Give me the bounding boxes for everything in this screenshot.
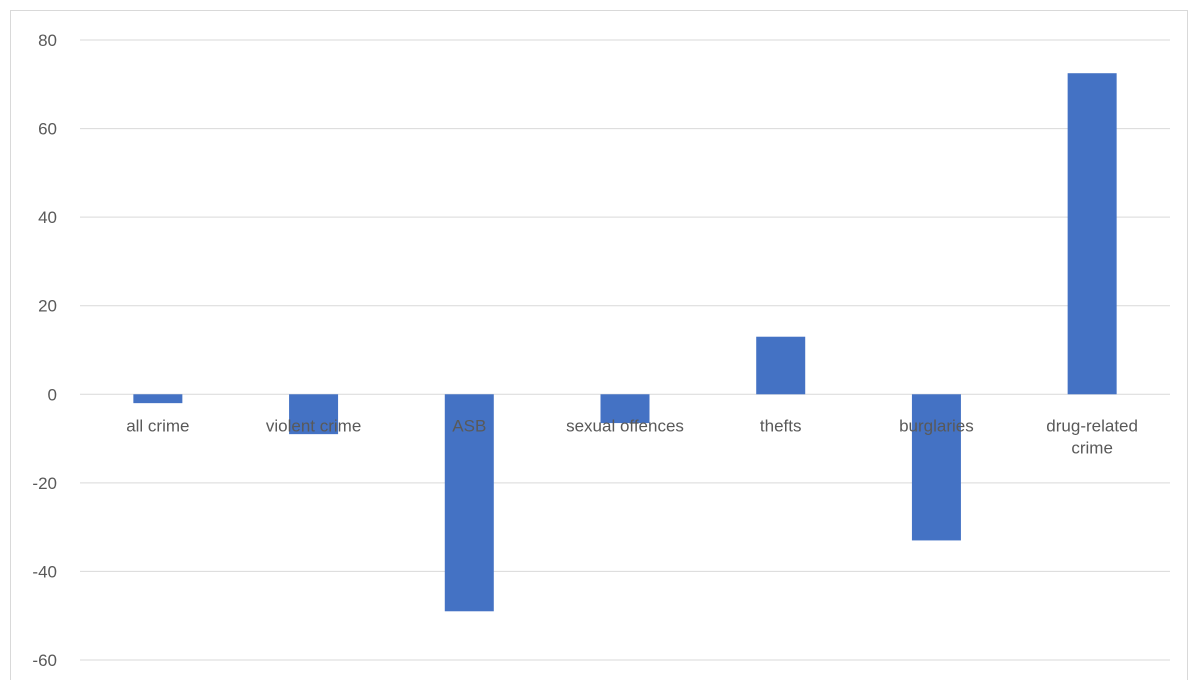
y-tick-label-6: -40: [32, 562, 57, 581]
category-label-5: burglaries: [899, 416, 974, 435]
y-tick-label-1: 60: [38, 120, 57, 139]
category-label-1: violent crime: [266, 416, 361, 435]
y-tick-label-4: 0: [48, 385, 57, 404]
bar-3: [600, 394, 650, 424]
category-label-4: thefts: [760, 416, 802, 435]
bar-4: [756, 336, 806, 395]
chart-frame: [10, 10, 1188, 680]
y-tick-label-3: 20: [38, 297, 57, 316]
y-tick-label-0: 80: [38, 31, 57, 50]
category-label-line: all crime: [126, 416, 189, 435]
bar-2: [444, 394, 494, 612]
y-tick-label-5: -20: [32, 474, 57, 493]
category-label-line: ASB: [452, 416, 486, 435]
bar-0: [133, 394, 183, 404]
category-label-line: crime: [1071, 438, 1113, 457]
bar-1: [289, 394, 339, 435]
category-label-line: burglaries: [899, 416, 974, 435]
bar-6: [1067, 73, 1117, 395]
y-tick-label-7: -60: [32, 651, 57, 670]
bar-5: [911, 394, 961, 541]
category-label-line: drug-related: [1046, 416, 1138, 435]
y-tick-label-2: 40: [38, 208, 57, 227]
category-label-0: all crime: [126, 416, 189, 435]
category-label-2: ASB: [452, 416, 486, 435]
category-label-3: sexual offences: [566, 416, 684, 435]
category-label-line: sexual offences: [566, 416, 684, 435]
category-label-line: thefts: [760, 416, 802, 435]
category-label-6: drug-related crime: [1046, 416, 1138, 457]
category-label-line: violent crime: [266, 416, 361, 435]
